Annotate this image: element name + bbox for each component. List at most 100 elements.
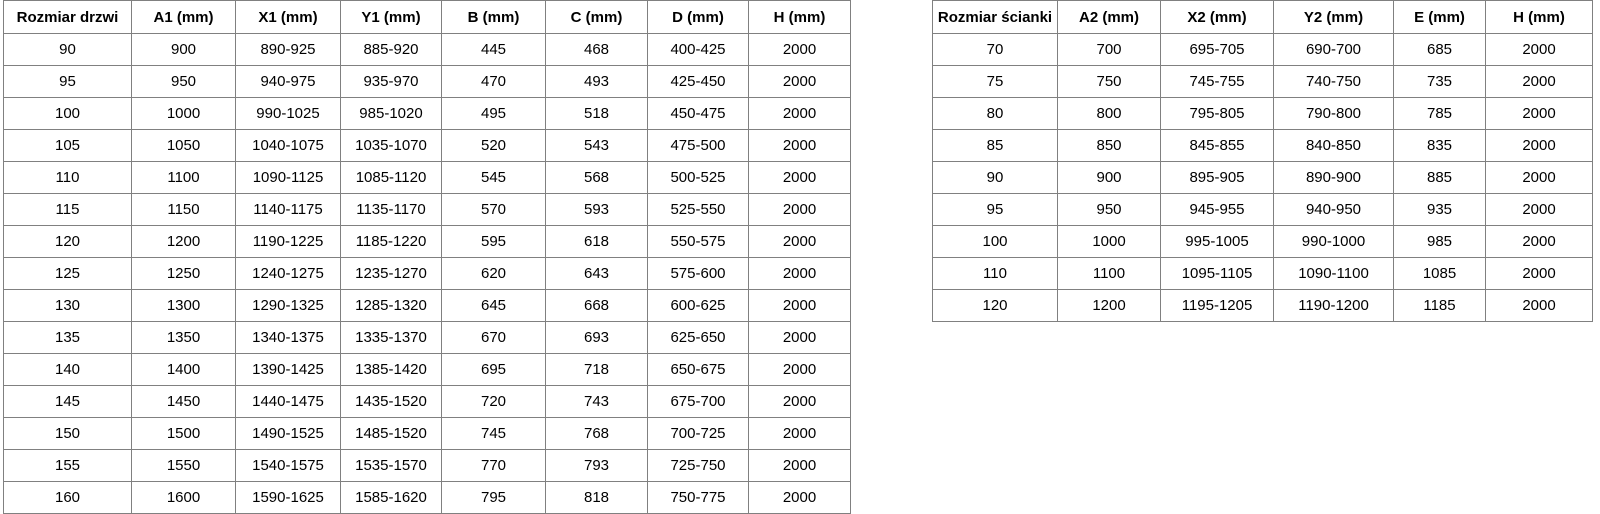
table-cell: 1535-1570 [340, 449, 442, 482]
table-cell: 995-1005 [1160, 225, 1274, 258]
table-cell: 1585-1620 [340, 481, 442, 514]
table-row: 140 1400 1390-1425 1385-1420 695 718 650-675 20… [3, 353, 851, 386]
table-cell: 945-955 [1160, 193, 1274, 226]
table-cell: 2000 [748, 321, 851, 354]
column-header-a1: A1 (mm) [131, 0, 236, 34]
table-cell: 1200 [1057, 289, 1161, 322]
table-cell: 110 [932, 257, 1058, 290]
table-row: 75 750 745-755 740-750 735 2000 [932, 65, 1593, 98]
table-row: 110 1100 1095-1105 1090-1100 1085 2000 [932, 257, 1593, 290]
table-cell: 1390-1425 [235, 353, 341, 386]
table-cell: 568 [545, 161, 648, 194]
table-cell: 985 [1393, 225, 1486, 258]
table-cell: 2000 [748, 65, 851, 98]
table-row: 70 700 695-705 690-700 685 2000 [932, 33, 1593, 66]
table-cell: 520 [441, 129, 546, 162]
table-cell: 2000 [1485, 97, 1593, 130]
table-cell: 2000 [748, 129, 851, 162]
table-cell: 835 [1393, 129, 1486, 162]
table-cell: 100 [3, 97, 132, 130]
table-cell: 1140-1175 [235, 193, 341, 226]
table-cell: 793 [545, 449, 648, 482]
table-cell: 2000 [1485, 129, 1593, 162]
table-row: 110 1100 1090-1125 1085-1120 545 568 500-525 20… [3, 161, 851, 194]
table-cell: 1190-1200 [1273, 289, 1394, 322]
table-cell: 690-700 [1273, 33, 1394, 66]
table-cell: 1035-1070 [340, 129, 442, 162]
table-row: 145 1450 1440-1475 1435-1520 720 743 675-700 20… [3, 385, 851, 418]
table-cell: 645 [441, 289, 546, 322]
column-header-d: D (mm) [647, 0, 749, 34]
table-cell: 468 [545, 33, 648, 66]
table-cell: 795 [441, 481, 546, 514]
table-cell: 495 [441, 97, 546, 130]
table-cell: 1485-1520 [340, 417, 442, 450]
table-cell: 2000 [748, 161, 851, 194]
table-cell: 450-475 [647, 97, 749, 130]
table-cell: 2000 [1485, 193, 1593, 226]
table-cell: 500-525 [647, 161, 749, 194]
column-header-a2: A2 (mm) [1057, 0, 1161, 34]
table-cell: 545 [441, 161, 546, 194]
table-cell: 845-855 [1160, 129, 1274, 162]
table-cell: 695-705 [1160, 33, 1274, 66]
column-header-h: H (mm) [748, 0, 851, 34]
table-cell: 1240-1275 [235, 257, 341, 290]
table-cell: 900 [131, 33, 236, 66]
column-header-x2: X2 (mm) [1160, 0, 1274, 34]
table-cell: 2000 [748, 289, 851, 322]
table-cell: 75 [932, 65, 1058, 98]
table-cell: 2000 [748, 33, 851, 66]
table-row: 105 1050 1040-1075 1035-1070 520 543 475-500 20… [3, 129, 851, 162]
walls-table-body: 70 700 695-705 690-700 685 2000 75 750 745-755 74… [932, 33, 1593, 322]
table-row: 160 1600 1590-1625 1585-1620 795 818 750-775 20… [3, 481, 851, 514]
table-cell: 1085 [1393, 257, 1486, 290]
column-header-y2: Y2 (mm) [1273, 0, 1394, 34]
table-cell: 120 [932, 289, 1058, 322]
table-cell: 790-800 [1273, 97, 1394, 130]
table-cell: 1290-1325 [235, 289, 341, 322]
table-cell: 890-900 [1273, 161, 1394, 194]
table-cell: 550-575 [647, 225, 749, 258]
table-cell: 795-805 [1160, 97, 1274, 130]
table-cell: 1040-1075 [235, 129, 341, 162]
column-header-rozmiar-scianki: Rozmiar ścianki [932, 0, 1058, 34]
table-cell: 140 [3, 353, 132, 386]
table-cell: 2000 [748, 97, 851, 130]
table-row: 130 1300 1290-1325 1285-1320 645 668 600-625 20… [3, 289, 851, 322]
table-cell: 1090-1125 [235, 161, 341, 194]
table-cell: 1335-1370 [340, 321, 442, 354]
table-cell: 940-950 [1273, 193, 1394, 226]
table-cell: 2000 [748, 481, 851, 514]
table-cell: 2000 [1485, 225, 1593, 258]
table-cell: 668 [545, 289, 648, 322]
table-cell: 1235-1270 [340, 257, 442, 290]
table-cell: 1200 [131, 225, 236, 258]
table-cell: 935 [1393, 193, 1486, 226]
table-cell: 618 [545, 225, 648, 258]
table-cell: 1085-1120 [340, 161, 442, 194]
table-cell: 850 [1057, 129, 1161, 162]
table-cell: 1540-1575 [235, 449, 341, 482]
table-cell: 445 [441, 33, 546, 66]
table-cell: 950 [131, 65, 236, 98]
table-cell: 2000 [1485, 257, 1593, 290]
table-cell: 1000 [131, 97, 236, 130]
table-cell: 470 [441, 65, 546, 98]
table-cell: 1185 [1393, 289, 1486, 322]
column-header-h: H (mm) [1485, 0, 1593, 34]
table-cell: 745-755 [1160, 65, 1274, 98]
table-cell: 70 [932, 33, 1058, 66]
table-cell: 100 [932, 225, 1058, 258]
table-cell: 625-650 [647, 321, 749, 354]
table-cell: 85 [932, 129, 1058, 162]
column-header-rozmiar-drzwi: Rozmiar drzwi [3, 0, 132, 34]
table-row: 120 1200 1195-1205 1190-1200 1185 2000 [932, 289, 1593, 322]
table-cell: 900 [1057, 161, 1161, 194]
table-cell: 2000 [748, 193, 851, 226]
table-cell: 80 [932, 97, 1058, 130]
table-row: 100 1000 990-1025 985-1020 495 518 450-475 2000 [3, 97, 851, 130]
column-header-y1: Y1 (mm) [340, 0, 442, 34]
table-cell: 1450 [131, 385, 236, 418]
